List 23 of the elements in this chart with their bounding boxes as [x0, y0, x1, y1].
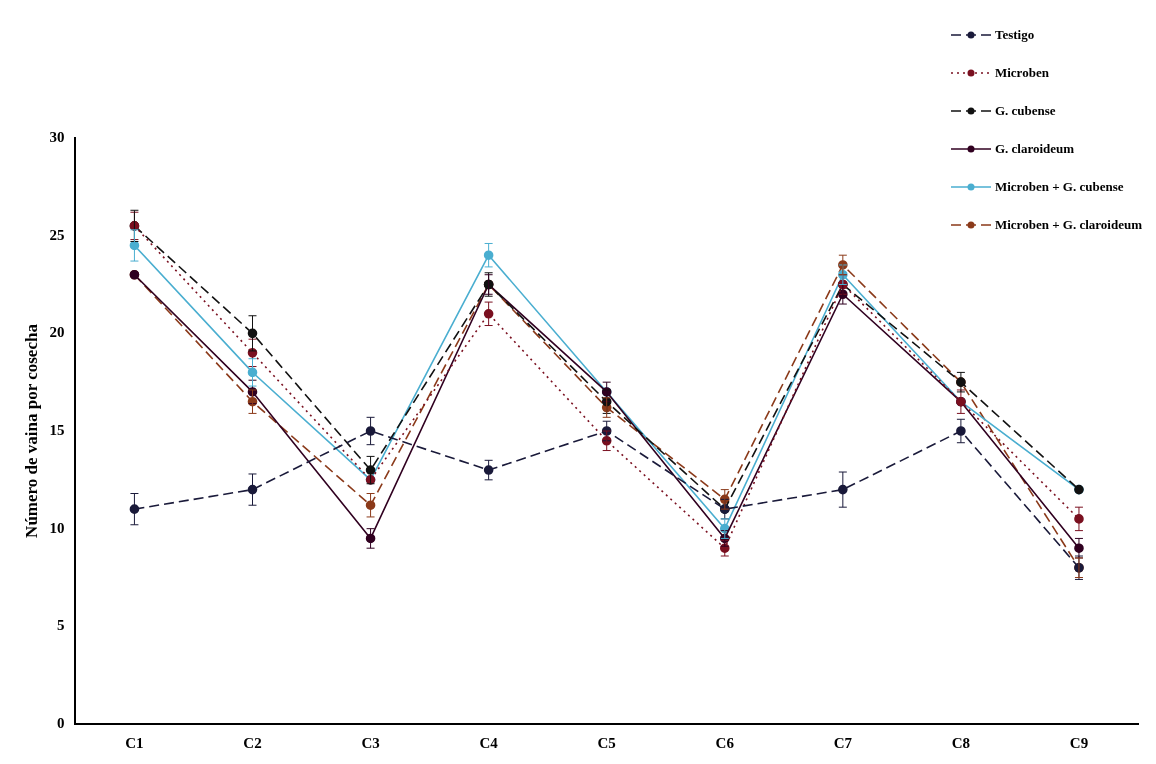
x-tick-label: C1 [125, 734, 144, 751]
y-tick-label: 10 [49, 519, 65, 536]
x-tick-label: C2 [243, 734, 262, 751]
x-tick-label: C9 [1069, 734, 1089, 751]
legend-label: G. claroideum [994, 141, 1075, 157]
y-axis-title: Número de vaina por cosecha [21, 323, 41, 538]
x-tick-label: C8 [951, 734, 971, 751]
x-tick-label: C3 [361, 734, 380, 751]
x-tick-label: C4 [479, 734, 499, 751]
y-tick-label: 5 [56, 617, 65, 634]
legend-label: G. cubense [994, 103, 1056, 119]
y-tick-label: 25 [49, 226, 65, 243]
y-tick-label: 20 [49, 324, 65, 341]
legend-label: Testigo [994, 27, 1035, 43]
y-tick-label: 0 [56, 714, 65, 731]
x-tick-label: C6 [715, 734, 735, 751]
y-tick-label: 30 [49, 128, 65, 145]
legend-label: Microben [994, 65, 1049, 81]
y-tick-label: 15 [49, 421, 65, 438]
legend-label: Microben + G. cubense [994, 179, 1124, 195]
x-tick-label: C5 [597, 734, 616, 751]
legend-label: Microben + G. claroideum [994, 217, 1142, 233]
x-tick-label: C7 [833, 734, 853, 751]
